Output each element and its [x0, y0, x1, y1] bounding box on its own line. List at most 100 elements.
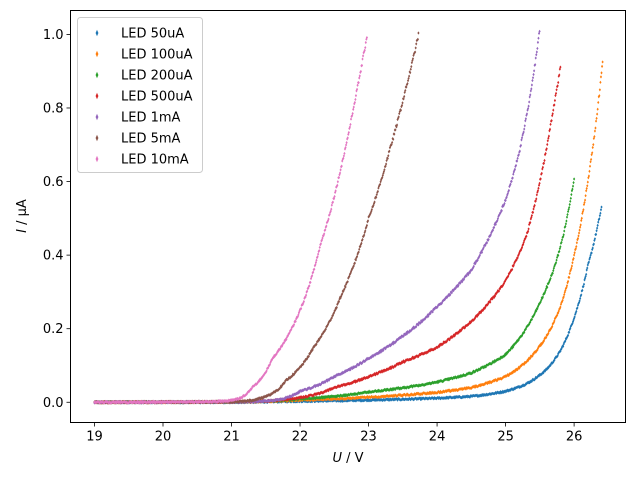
data-point: [360, 238, 364, 243]
data-point: [492, 360, 496, 364]
data-point: [480, 309, 483, 313]
data-point: [251, 400, 254, 404]
data-point: [451, 388, 454, 393]
data-point: [447, 376, 450, 381]
data-point: [289, 376, 292, 380]
data-point: [530, 87, 533, 91]
data-point: [382, 369, 385, 373]
data-point: [344, 282, 348, 286]
data-point: [568, 205, 571, 210]
data-point: [513, 369, 517, 374]
data-point: [575, 244, 578, 249]
data-point: [363, 230, 366, 235]
data-point: [599, 75, 603, 79]
data-point: [409, 71, 412, 75]
data-point: [502, 282, 505, 286]
data-point: [387, 367, 390, 371]
data-point: [389, 387, 392, 391]
data-point: [508, 183, 512, 187]
data-point: [468, 271, 472, 275]
data-point: [525, 234, 528, 238]
data-point: [363, 395, 366, 399]
data-point: [475, 314, 479, 318]
data-point: [587, 174, 591, 178]
data-point: [538, 181, 541, 185]
data-point: [599, 208, 603, 212]
data-point: [376, 189, 379, 193]
data-point: [298, 395, 302, 399]
data-point: [555, 88, 558, 92]
data-point: [563, 229, 566, 233]
data-point: [475, 393, 479, 397]
data-point: [378, 349, 381, 353]
data-point: [438, 344, 441, 349]
data-point: [547, 331, 550, 335]
data-point: [506, 275, 509, 279]
data-point: [538, 29, 541, 33]
data-point: [504, 278, 507, 282]
data-point: [344, 394, 347, 398]
data-point: [507, 190, 510, 194]
data-point: [524, 383, 527, 387]
data-point: [525, 112, 529, 116]
data-point: [582, 284, 585, 289]
data-point: [509, 269, 512, 274]
data-point: [601, 60, 604, 64]
data-point: [588, 257, 591, 261]
data-point: [573, 316, 576, 320]
data-point: [354, 396, 357, 400]
data-point: [588, 164, 592, 168]
data-point: [580, 216, 583, 220]
data-point: [531, 315, 535, 319]
data-point: [560, 347, 563, 351]
data-point: [526, 106, 530, 111]
data-point: [337, 300, 341, 304]
data-point: [480, 250, 484, 254]
data-point: [511, 344, 514, 348]
data-point: [545, 147, 548, 151]
data-point: [504, 198, 507, 203]
data-point: [382, 397, 385, 401]
data-point: [578, 299, 581, 303]
data-point: [284, 378, 287, 382]
data-point: [403, 94, 406, 99]
data-point: [533, 203, 536, 207]
data-point: [279, 384, 282, 388]
data-point: [361, 377, 364, 382]
data-point: [527, 104, 530, 108]
data-point: [421, 319, 424, 324]
data-point: [598, 94, 601, 98]
data-point: [287, 376, 290, 381]
data-point: [344, 285, 347, 289]
data-point: [335, 305, 338, 309]
data-point: [353, 261, 356, 265]
data-point: [477, 312, 480, 316]
data-point: [482, 245, 485, 250]
data-point: [442, 389, 445, 393]
data-point: [377, 397, 380, 401]
data-point: [389, 144, 392, 148]
data-point: [546, 139, 549, 143]
data-point: [446, 294, 450, 298]
data-point: [523, 362, 526, 366]
data-point: [548, 127, 552, 131]
data-point: [406, 392, 409, 396]
data-point: [536, 40, 540, 44]
data-point: [389, 388, 393, 392]
data-point: [442, 379, 445, 383]
data-point: [507, 350, 510, 354]
data-point: [468, 321, 471, 325]
data-point: [454, 333, 457, 337]
data-point: [544, 151, 547, 156]
data-point: [554, 315, 558, 319]
data-point: [327, 396, 330, 400]
data-point: [523, 330, 526, 334]
data-point: [568, 330, 571, 334]
data-point: [392, 365, 395, 369]
data-point: [573, 251, 576, 255]
data-point: [518, 149, 521, 153]
data-point: [389, 397, 392, 401]
data-point: [406, 79, 410, 83]
data-point: [596, 107, 599, 111]
data-point: [444, 296, 447, 300]
